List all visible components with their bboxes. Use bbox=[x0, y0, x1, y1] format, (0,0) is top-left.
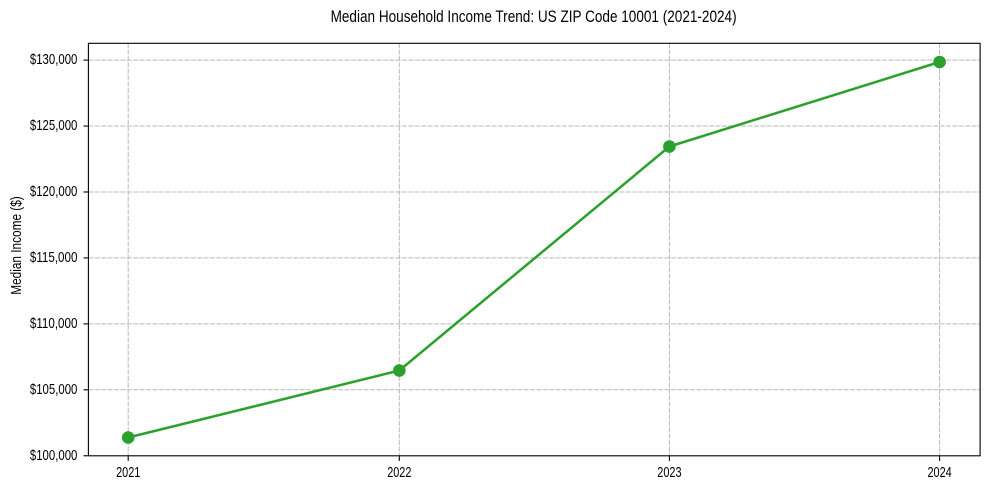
svg-text:2023: 2023 bbox=[657, 464, 681, 481]
svg-text:$100,000: $100,000 bbox=[30, 448, 78, 464]
svg-text:$130,000: $130,000 bbox=[30, 52, 78, 68]
svg-text:$105,000: $105,000 bbox=[30, 382, 78, 398]
svg-text:$115,000: $115,000 bbox=[30, 250, 78, 266]
svg-text:Median Household Income Trend:: Median Household Income Trend: US ZIP Co… bbox=[331, 8, 737, 26]
svg-text:$120,000: $120,000 bbox=[30, 184, 78, 200]
svg-text:2022: 2022 bbox=[387, 464, 411, 481]
svg-text:$125,000: $125,000 bbox=[30, 118, 78, 134]
svg-text:Median Income ($): Median Income ($) bbox=[9, 196, 25, 295]
svg-text:$110,000: $110,000 bbox=[30, 316, 78, 332]
svg-text:2024: 2024 bbox=[928, 464, 952, 481]
svg-text:2021: 2021 bbox=[116, 464, 140, 481]
